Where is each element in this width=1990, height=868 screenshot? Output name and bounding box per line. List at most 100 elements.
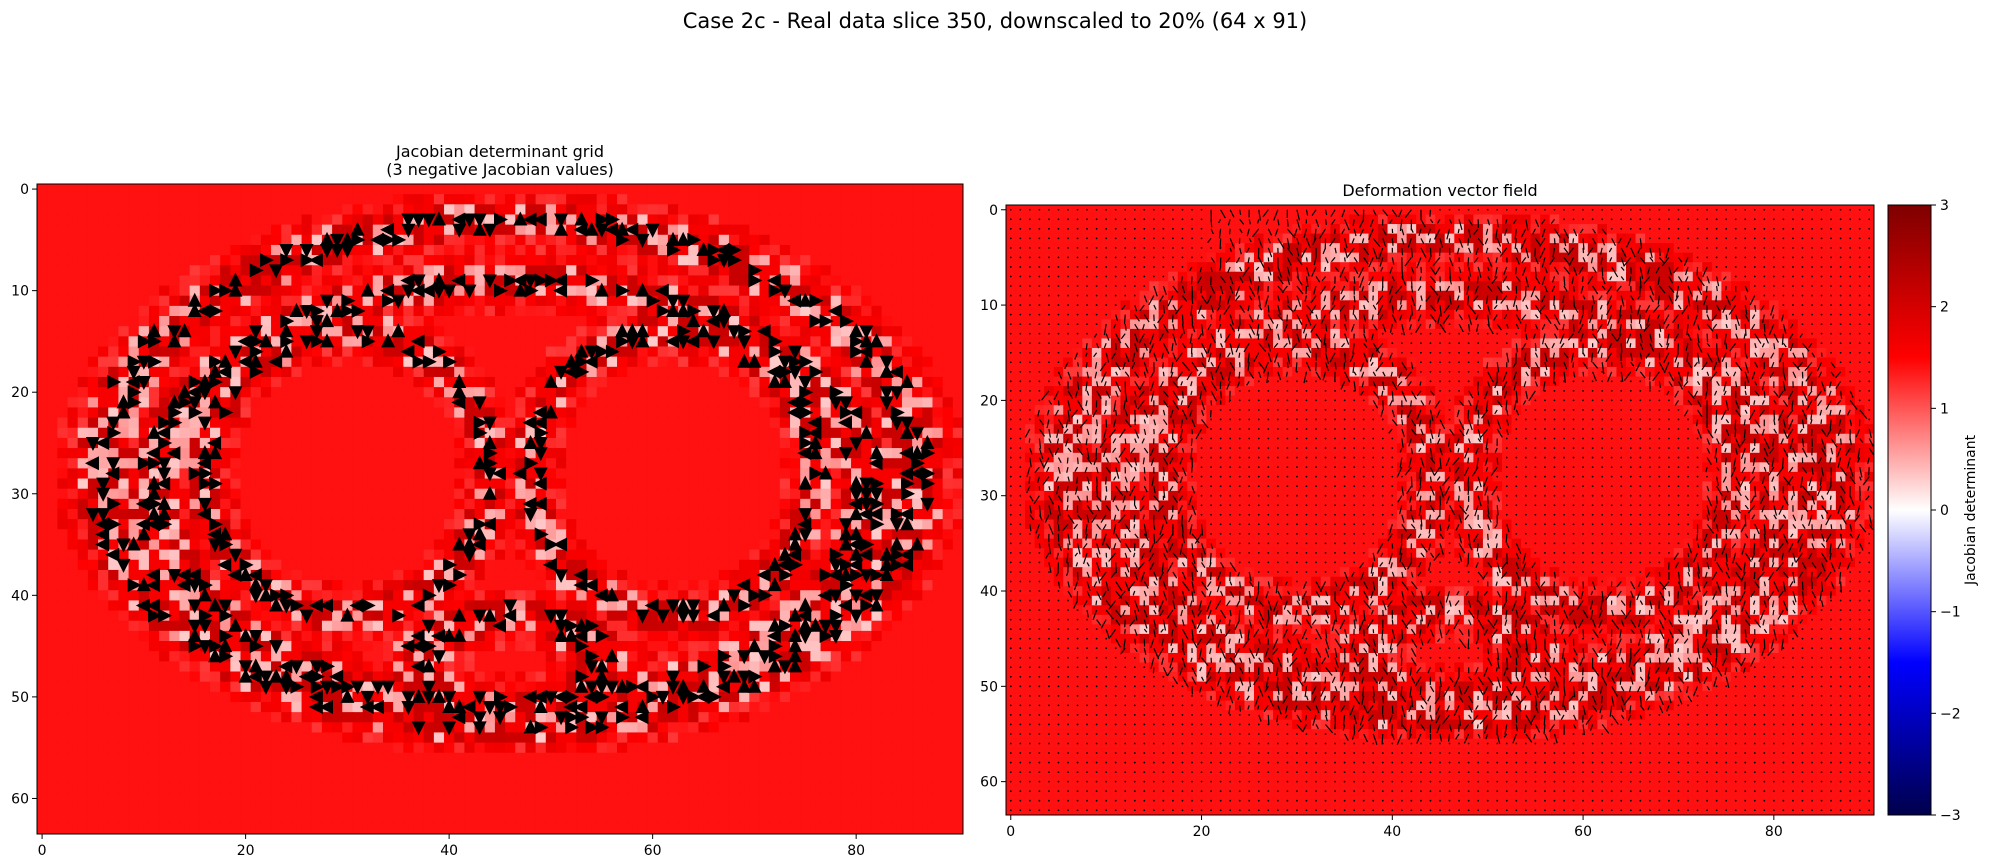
heatmap-cell: [759, 285, 771, 297]
heatmap-cell: [271, 620, 282, 632]
heatmap-cell: [464, 326, 476, 337]
heatmap-cell: [810, 569, 822, 581]
heatmap-cell: [382, 732, 394, 744]
heatmap-cell: [220, 224, 231, 236]
heatmap-cell: [678, 661, 689, 673]
heatmap-cell: [901, 651, 913, 662]
heatmap-cell: [779, 417, 791, 429]
heatmap-cell: [382, 184, 394, 195]
heatmap-cell: [87, 600, 99, 612]
heatmap-cell: [840, 184, 852, 195]
heatmap-cell: [576, 498, 588, 510]
heatmap-cell: [230, 519, 242, 530]
heatmap-cell: [891, 234, 903, 246]
heatmap-cell: [47, 549, 58, 561]
heatmap-cell: [362, 539, 374, 551]
heatmap-cell: [342, 214, 354, 226]
heatmap-cell: [311, 448, 323, 459]
heatmap-cell: [586, 478, 598, 490]
heatmap-cell: [545, 397, 557, 409]
heatmap-cell: [433, 265, 445, 277]
heatmap-cell: [525, 234, 537, 246]
heatmap-cell: [667, 346, 679, 358]
heatmap-cell: [372, 559, 384, 571]
heatmap-cell: [800, 224, 811, 236]
heatmap-cell: [647, 610, 659, 622]
heatmap-cell: [555, 305, 567, 317]
heatmap-cell: [332, 285, 343, 297]
heatmap-cell: [413, 712, 425, 723]
heatmap-cell: [505, 376, 516, 388]
heatmap-cell: [47, 661, 58, 673]
heatmap-cell: [230, 509, 242, 520]
heatmap-cell: [708, 184, 720, 195]
heatmap-cell: [942, 722, 954, 734]
heatmap-cell: [291, 376, 303, 388]
heatmap-cell: [393, 712, 404, 723]
heatmap-cell: [779, 671, 791, 683]
heatmap-cell: [871, 427, 883, 439]
heatmap-cell: [413, 437, 425, 449]
heatmap-cell: [952, 630, 963, 642]
heatmap-cell: [759, 295, 771, 307]
heatmap-cell: [912, 244, 923, 256]
heatmap-cell: [189, 214, 201, 226]
heatmap-cell: [637, 519, 649, 530]
heatmap-cell: [403, 316, 415, 327]
heatmap-cell: [606, 336, 618, 348]
heatmap-cell: [779, 681, 791, 693]
heatmap-cell: [209, 417, 221, 429]
heatmap-cell: [57, 387, 69, 398]
heatmap-cell: [57, 681, 69, 693]
heatmap-cell: [413, 417, 425, 429]
heatmap-cell: [952, 559, 963, 571]
heatmap-cell: [403, 712, 415, 723]
heatmap-cell: [321, 488, 333, 500]
heatmap-cell: [566, 265, 577, 277]
heatmap-cell: [271, 244, 282, 256]
heatmap-cell: [830, 641, 842, 652]
heatmap-cell: [118, 600, 130, 612]
heatmap-cell: [484, 620, 496, 632]
heatmap-cell: [342, 651, 354, 662]
heatmap-cell: [627, 539, 638, 551]
heatmap-cell: [342, 498, 354, 510]
heatmap-cell: [342, 620, 354, 632]
heatmap-cell: [321, 671, 333, 683]
heatmap-cell: [851, 712, 862, 723]
heatmap-cell: [749, 295, 761, 307]
heatmap-cell: [321, 285, 333, 297]
heatmap-cell: [494, 376, 506, 388]
heatmap-cell: [372, 316, 384, 327]
heatmap-cell: [698, 275, 710, 287]
heatmap-cell: [637, 366, 649, 378]
heatmap-cell: [240, 376, 252, 388]
heatmap-cell: [932, 519, 944, 530]
heatmap-cell: [688, 580, 700, 591]
heatmap-cell: [67, 600, 79, 612]
heatmap-cell: [871, 701, 883, 713]
heatmap-cell: [688, 701, 700, 713]
heatmap-cell: [444, 671, 455, 683]
heatmap-cell: [37, 519, 48, 530]
heatmap-cell: [321, 417, 333, 429]
heatmap-cell: [728, 295, 740, 307]
heatmap-cell: [169, 580, 181, 591]
heatmap-cell: [393, 529, 404, 541]
heatmap-cell: [108, 285, 120, 297]
heatmap-cell: [67, 224, 79, 236]
heatmap-cell: [413, 498, 425, 510]
heatmap-cell: [830, 336, 842, 348]
heatmap-cell: [47, 437, 58, 449]
heatmap-cell: [230, 630, 242, 642]
heatmap-cell: [698, 255, 710, 266]
heatmap-cell: [179, 509, 191, 520]
heatmap-cell: [321, 620, 333, 632]
heatmap-cell: [138, 671, 150, 683]
heatmap-cell: [494, 275, 506, 287]
heatmap-cell: [881, 244, 893, 256]
heatmap-cell: [779, 346, 791, 358]
heatmap-cell: [301, 346, 313, 358]
heatmap-cell: [352, 519, 364, 530]
heatmap-cell: [637, 590, 649, 602]
